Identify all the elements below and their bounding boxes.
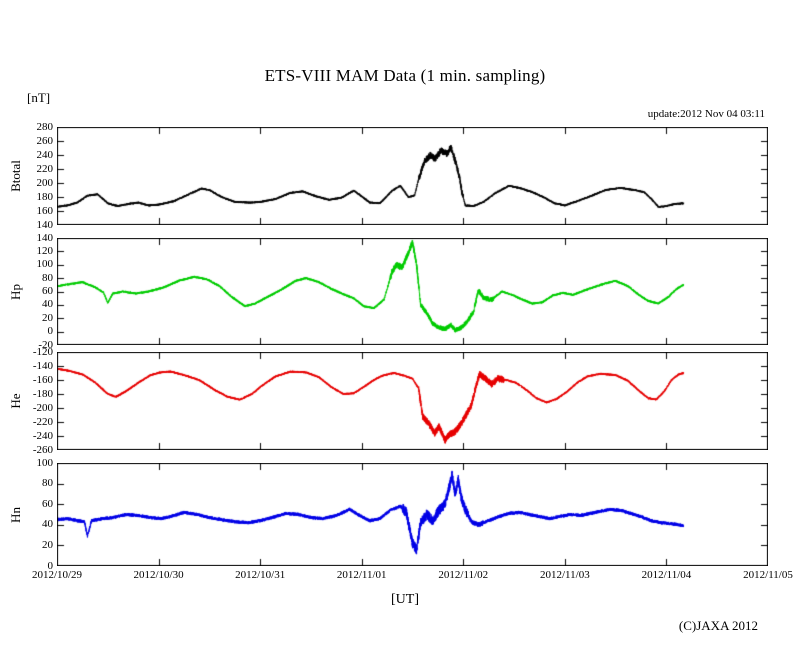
y-tick-label: 200 [36,176,54,189]
y-tick-label: 240 [36,148,54,161]
y-tick-label: 0 [47,559,54,572]
panel-he [57,352,768,450]
y-tick-label: 160 [36,204,54,217]
y-tick-label: 260 [36,134,54,147]
update-timestamp: update:2012 Nov 04 03:11 [647,108,765,120]
y-tick-label: -220 [32,415,53,428]
y-tick-label: 220 [36,162,54,175]
y-tick-label: -160 [32,373,53,386]
x-tick-label: 2012/11/04 [641,569,692,581]
panel-btotal [57,127,768,225]
x-tick-label: 2012/11/03 [539,569,590,581]
x-tick-label: 2012/10/30 [133,569,184,581]
x-tick-label: 2012/11/01 [336,569,387,581]
y-tick-label: -200 [32,401,53,414]
y-tick-label: 20 [42,538,53,551]
chart-title: ETS-VIII MAM Data (1 min. sampling) [264,66,546,85]
y-tick-label: -140 [32,359,53,372]
y-tick-label: 140 [36,231,54,244]
y-tick-label: 40 [42,518,53,531]
y-tick-label: 20 [42,311,53,324]
y-tick-label: -180 [32,387,53,400]
y-tick-label: 60 [42,497,53,510]
y-tick-label: 80 [42,271,53,284]
y-tick-label: 280 [36,120,54,133]
y-tick-label: 0 [47,325,54,338]
x-axis-label: [UT] [391,592,419,607]
y-tick-label: 180 [36,190,54,203]
x-tick-label: 2012/11/02 [438,569,489,581]
panel-hp [57,238,768,345]
y-tick-label: 100 [36,258,54,271]
y-tick-label: 40 [42,298,53,311]
y-tick-label: -260 [32,443,53,456]
y-tick-label: 140 [36,218,54,231]
copyright: (C)JAXA 2012 [678,618,758,633]
y-tick-label: -120 [32,345,53,358]
x-tick-label: 2012/11/05 [743,569,793,581]
y-tick-label: 80 [42,477,53,490]
y-tick-label: -20 [38,338,53,351]
x-tick-label: 2012/10/29 [31,569,83,581]
y-tick-label: 120 [36,244,54,257]
y-unit-label: [nT] [27,90,51,105]
x-tick-label: 2012/10/31 [235,569,286,581]
panel-hn [57,463,768,566]
y-tick-label: -240 [32,429,53,442]
y-tick-label: 60 [42,285,53,297]
y-tick-label: 100 [36,456,54,469]
